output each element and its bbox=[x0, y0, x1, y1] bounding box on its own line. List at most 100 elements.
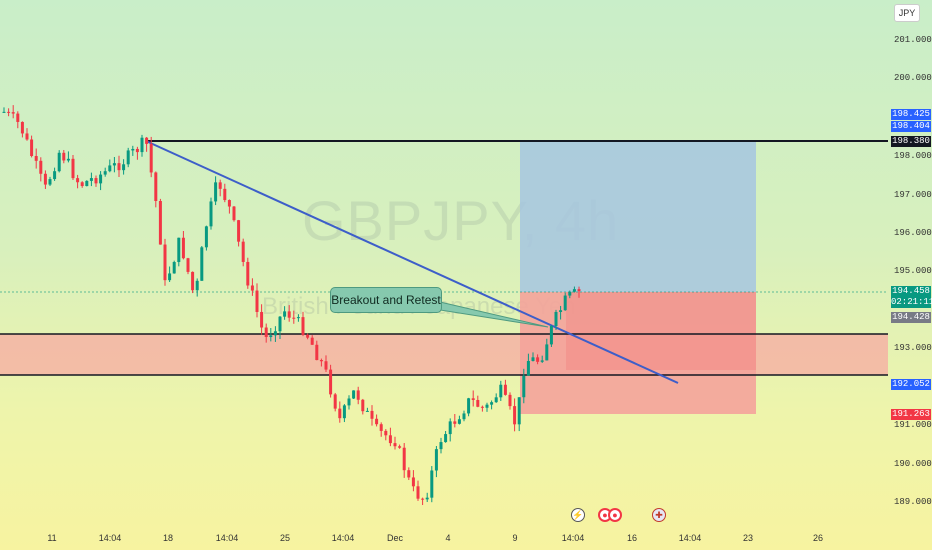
uk-flag-icon[interactable]: ✚ bbox=[652, 508, 666, 522]
candle-body bbox=[370, 410, 374, 419]
price-tick: 196.000 bbox=[894, 228, 932, 238]
time-tick: 9 bbox=[512, 533, 518, 543]
candle-body bbox=[20, 121, 24, 134]
candle-body bbox=[540, 360, 544, 362]
candle-body bbox=[103, 171, 107, 175]
time-tick: 11 bbox=[47, 533, 57, 543]
candle-body bbox=[53, 171, 57, 180]
candle-body bbox=[89, 178, 93, 181]
candle-body bbox=[30, 139, 34, 157]
candle-body bbox=[342, 405, 346, 419]
time-axis[interactable]: 11 14:04 18 14:04 25 14:04 Dec 4 9 14:04… bbox=[0, 525, 932, 550]
candle-body bbox=[444, 434, 448, 443]
candle-body bbox=[554, 311, 558, 327]
candle-body bbox=[227, 200, 231, 207]
time-tick: 14:04 bbox=[561, 533, 585, 543]
lightning-icon[interactable]: ⚡ bbox=[571, 508, 585, 522]
time-tick: 23 bbox=[742, 533, 754, 543]
time-tick: 14:04 bbox=[678, 533, 702, 543]
candle-body bbox=[122, 164, 126, 171]
candle-body bbox=[384, 430, 388, 436]
time-tick: 14:04 bbox=[331, 533, 355, 543]
time-tick: 4 bbox=[445, 533, 451, 543]
candle-body bbox=[338, 408, 342, 419]
price-tick: 200.000 bbox=[894, 73, 932, 83]
price-tick: 191.000 bbox=[894, 420, 932, 430]
candle-body bbox=[315, 344, 319, 361]
stop-loss-zone[interactable] bbox=[520, 292, 756, 414]
candle-body bbox=[255, 290, 259, 312]
candle-body bbox=[99, 174, 103, 184]
candle-body bbox=[218, 182, 222, 189]
candle-body bbox=[480, 406, 484, 408]
candle-body bbox=[117, 163, 121, 171]
currency-label[interactable]: JPY bbox=[894, 4, 920, 22]
candle-body bbox=[43, 173, 47, 185]
candle-body bbox=[563, 295, 567, 311]
target-price-badge: 198.425 bbox=[891, 109, 931, 120]
candle-body bbox=[531, 357, 535, 361]
time-tick: Dec bbox=[386, 533, 404, 543]
breakout-retest-callout[interactable]: Breakout and Retest bbox=[330, 287, 442, 313]
price-tick: 197.000 bbox=[894, 190, 932, 200]
candle-body bbox=[204, 226, 208, 248]
candle-body bbox=[402, 447, 406, 471]
candle-body bbox=[549, 326, 553, 345]
candle-body bbox=[494, 397, 498, 403]
candle-body bbox=[319, 360, 323, 362]
candle-body bbox=[80, 182, 84, 187]
candle-body bbox=[572, 289, 576, 292]
candle-body bbox=[135, 148, 139, 153]
candle-body bbox=[260, 311, 264, 328]
time-tick: 14:04 bbox=[98, 533, 122, 543]
candle-body bbox=[278, 316, 282, 332]
candle-body bbox=[191, 271, 195, 291]
candle-body bbox=[209, 201, 213, 227]
candle-body bbox=[126, 150, 130, 165]
candle-body bbox=[434, 449, 438, 471]
candle-body bbox=[508, 394, 512, 407]
candle-body bbox=[186, 258, 190, 272]
candle-body bbox=[76, 178, 80, 183]
candle-body bbox=[448, 421, 452, 435]
candle-body bbox=[375, 418, 379, 425]
price-tick: 195.000 bbox=[894, 266, 932, 276]
time-tick: 14:04 bbox=[215, 533, 239, 543]
candle-body bbox=[471, 398, 475, 400]
candle-body bbox=[264, 327, 268, 338]
entry-price-badge: 194.428 bbox=[891, 312, 931, 323]
candle-body bbox=[490, 402, 494, 405]
chart-drawings bbox=[0, 105, 888, 506]
profit-target-zone[interactable] bbox=[520, 142, 756, 292]
candle-body bbox=[296, 317, 300, 319]
price-tick: 190.000 bbox=[894, 459, 932, 469]
candle-body bbox=[421, 498, 425, 500]
candle-body bbox=[237, 220, 241, 242]
price-axis[interactable]: 201.000 200.000 198.000 197.000 196.000 … bbox=[888, 0, 932, 525]
chart-plot-area[interactable]: GBPJPY, 4h British Pound / Japanese Yen … bbox=[0, 0, 888, 525]
descending-trendline[interactable] bbox=[145, 140, 679, 384]
candle-body bbox=[324, 361, 328, 370]
candle-body bbox=[25, 133, 29, 140]
candle-body bbox=[476, 399, 480, 407]
candle-body bbox=[181, 237, 185, 259]
candle-body bbox=[149, 143, 153, 173]
candle-body bbox=[39, 160, 43, 174]
support-price-badge: 192.052 bbox=[891, 379, 931, 390]
candle-body bbox=[283, 311, 287, 317]
candle-body bbox=[292, 317, 296, 319]
candle-body bbox=[94, 178, 98, 184]
target-price-badge: 198.404 bbox=[891, 121, 931, 132]
candle-body bbox=[517, 397, 521, 425]
candle-body bbox=[85, 180, 89, 187]
candle-body bbox=[568, 291, 572, 296]
candle-body bbox=[559, 310, 563, 312]
candle-body bbox=[301, 317, 305, 335]
economic-event-icon[interactable]: ● bbox=[608, 508, 622, 522]
candle-body bbox=[62, 152, 66, 161]
candle-body bbox=[462, 413, 466, 420]
candle-body bbox=[273, 331, 277, 336]
candle-body bbox=[306, 334, 310, 338]
candle-body bbox=[536, 357, 540, 362]
candle-body bbox=[393, 443, 397, 447]
